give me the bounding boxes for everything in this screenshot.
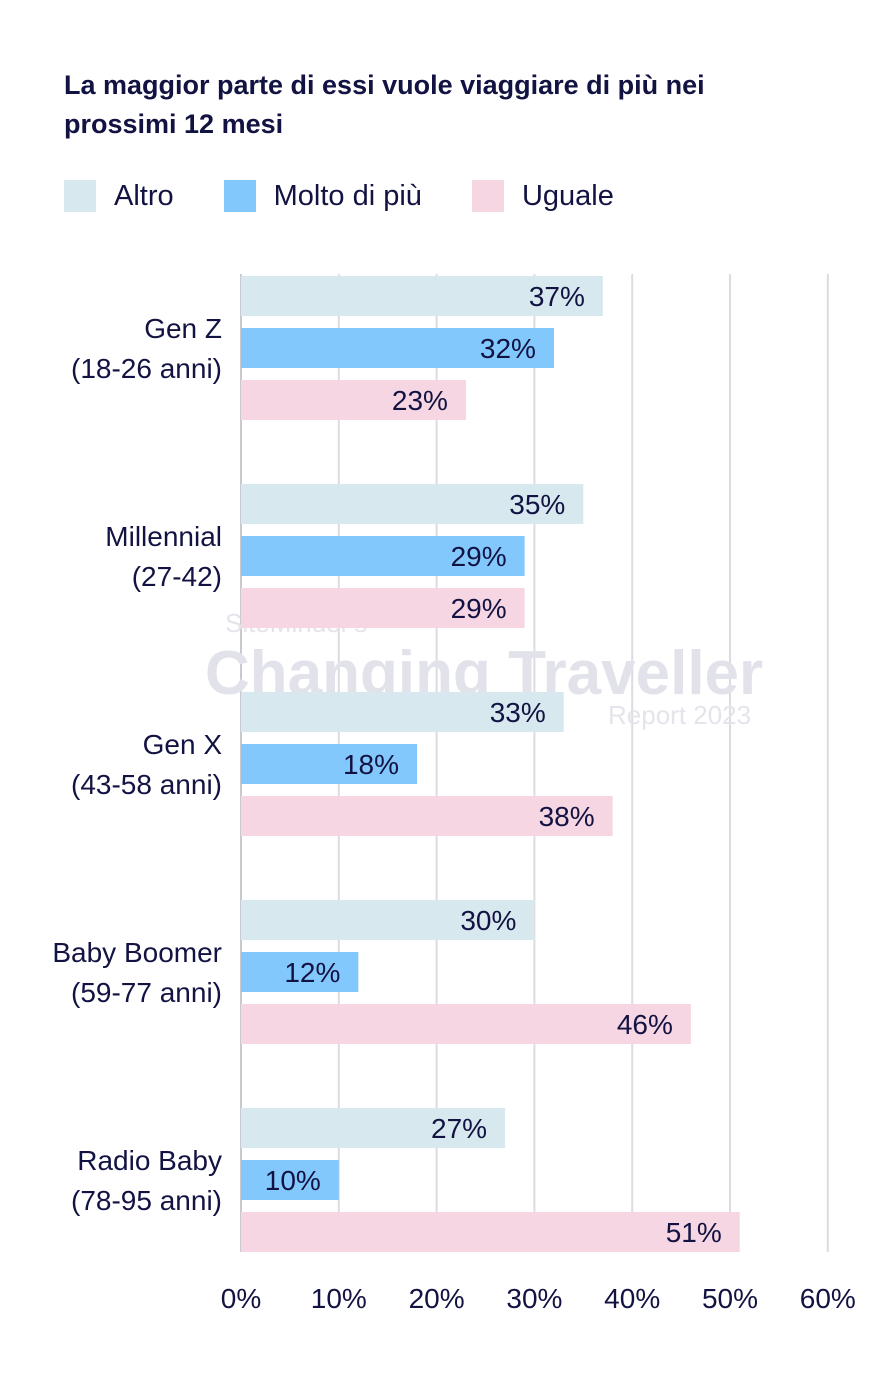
bar-molto-di-piu (241, 328, 554, 368)
bar-altro (241, 692, 564, 732)
chart-title: La maggior parte di essi vuole viaggiare… (64, 70, 705, 139)
legend-item-uguale: Uguale (471, 179, 614, 213)
value-label-altro: 33% (490, 697, 546, 728)
bar-uguale (241, 380, 466, 420)
legend-swatch-uguale (471, 180, 504, 212)
value-label-altro: 30% (460, 905, 516, 936)
x-tick-label: 30% (506, 1283, 562, 1314)
category-label: (43-58 anni) (71, 769, 222, 800)
category-label: (27-42) (132, 561, 222, 592)
bars: 37%32%23%35%29%29%33%18%38%30%12%46%27%1… (241, 276, 740, 1252)
x-tick-label: 0% (221, 1283, 261, 1314)
category-label: Millennial (105, 521, 222, 552)
x-tick-label: 10% (311, 1283, 367, 1314)
legend-label-altro: Altro (114, 179, 174, 212)
value-label-molto-di-piu: 18% (343, 749, 399, 780)
x-tick-label: 40% (604, 1283, 660, 1314)
value-label-molto-di-piu: 10% (265, 1165, 321, 1196)
bar-altro (241, 276, 603, 316)
value-label-altro: 27% (431, 1113, 487, 1144)
bar-uguale (241, 588, 525, 628)
value-label-uguale: 29% (451, 593, 507, 624)
value-label-molto-di-piu: 32% (480, 333, 536, 364)
watermark-line-3: Report 2023 (608, 700, 751, 730)
bar-molto-di-piu (241, 744, 418, 784)
value-label-altro: 35% (509, 489, 565, 520)
category-label: (59-77 anni) (71, 977, 222, 1008)
category-labels: Gen Z (18-26 anni) Millennial (27-42) Gen X (… (52, 313, 222, 1216)
bar-altro (241, 900, 535, 940)
value-label-molto-di-piu: 12% (284, 957, 340, 988)
legend-item-molto-di-piu: Molto di più (223, 179, 422, 213)
x-tick-label: 20% (409, 1283, 465, 1314)
legend-label-molto-di-piu: Molto di più (273, 179, 422, 212)
value-label-uguale: 51% (666, 1217, 722, 1248)
bar-uguale (241, 1004, 691, 1044)
legend-swatch-altro (64, 180, 96, 212)
category-label: Baby Boomer (52, 937, 222, 968)
bar-molto-di-piu (241, 536, 525, 576)
legend-swatch-molto-di-piu (223, 180, 256, 212)
chart-legend: Altro Molto di più Uguale (64, 178, 664, 214)
x-tick-label: 50% (702, 1283, 758, 1314)
category-label: (78-95 anni) (71, 1185, 222, 1216)
value-label-altro: 37% (529, 281, 585, 312)
bar-uguale (241, 796, 613, 836)
category-label: (18-26 anni) (71, 353, 222, 384)
bar-molto-di-piu (241, 952, 359, 992)
bar-molto-di-piu (241, 1160, 339, 1200)
value-label-uguale: 38% (539, 801, 595, 832)
category-label: Radio Baby (77, 1145, 222, 1176)
category-label: Gen Z (144, 313, 222, 344)
value-label-uguale: 46% (617, 1009, 673, 1040)
legend-item-altro: Altro (64, 180, 174, 213)
value-label-uguale: 23% (392, 385, 448, 416)
value-label-molto-di-piu: 29% (451, 541, 507, 572)
bar-uguale (241, 1212, 740, 1252)
category-label: Gen X (143, 729, 223, 760)
legend-label-uguale: Uguale (521, 179, 614, 212)
bar-altro (241, 484, 584, 524)
x-tick-label: 60% (800, 1283, 856, 1314)
bar-altro (241, 1108, 506, 1148)
x-axis-ticks: 0% 10% 20% 30% 40% 50% 60% (221, 1283, 856, 1314)
